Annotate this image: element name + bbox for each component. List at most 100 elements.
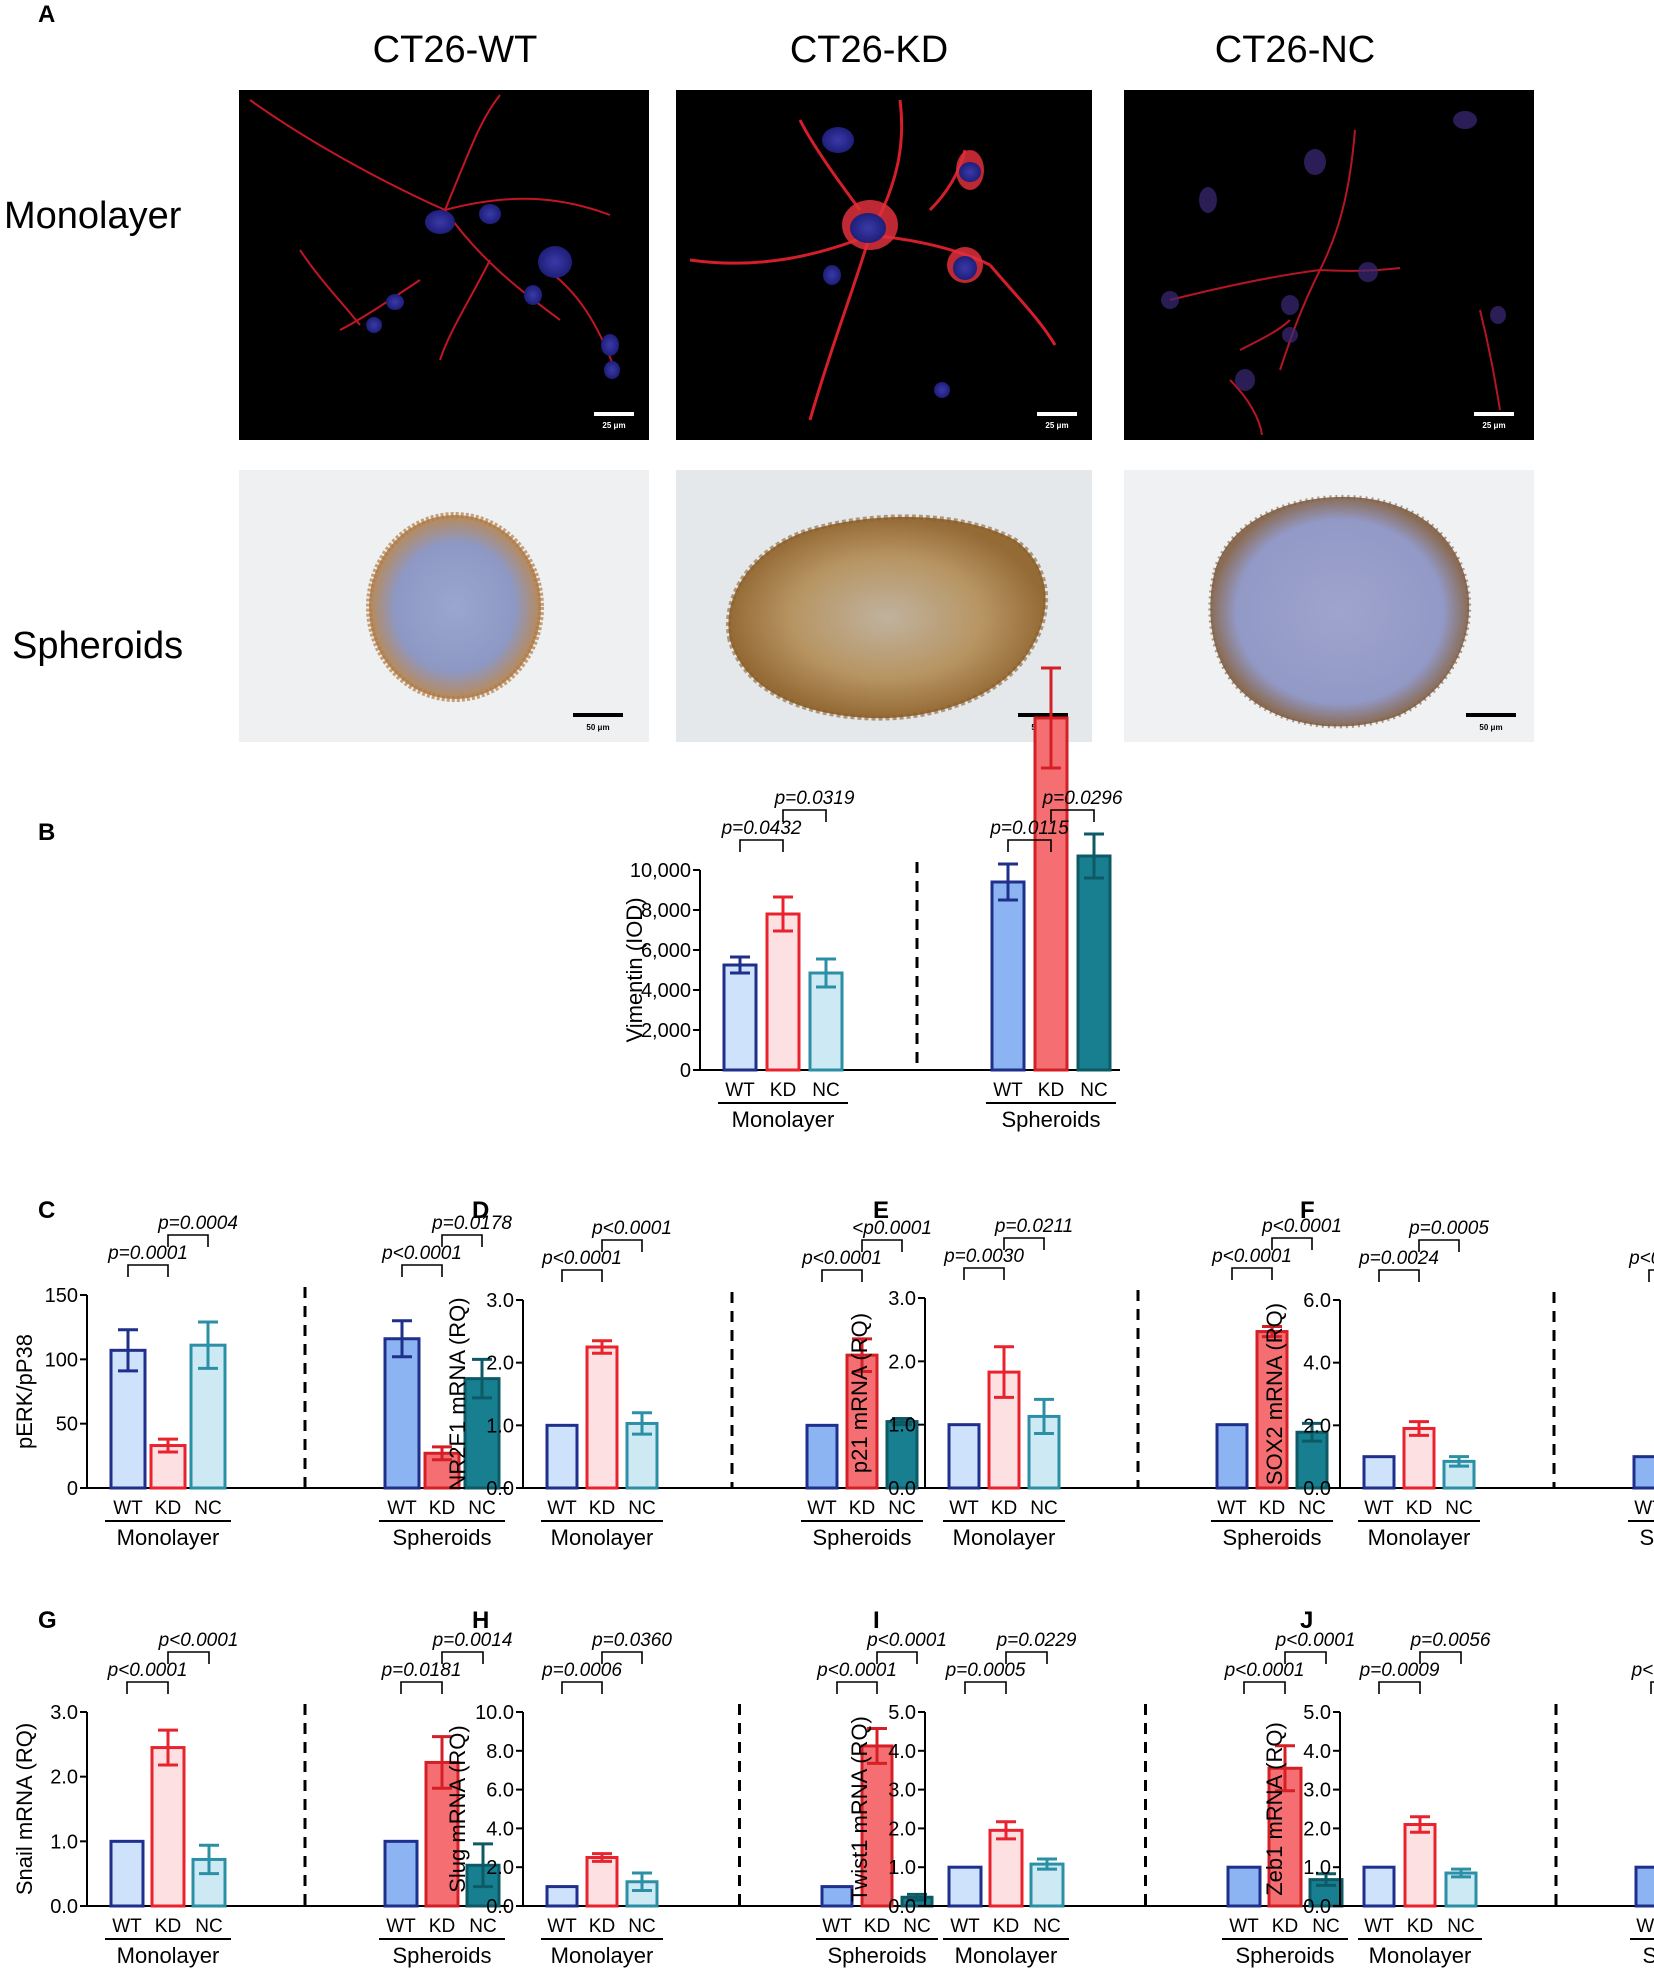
y-tick-label: 2.0 [486, 1857, 514, 1879]
group-label: Spheroids [827, 1943, 926, 1968]
p-value-label: p<0.0001 [1275, 1630, 1356, 1651]
p-value-label: p=0.0432 [721, 818, 802, 839]
p-value-label: <p0.0001 [852, 1218, 932, 1239]
panel-letter-c: C [38, 1197, 55, 1224]
x-tick-label: WT [386, 1916, 416, 1937]
x-tick-label: NC [1080, 1080, 1107, 1101]
x-tick-label: KD [429, 1916, 455, 1937]
x-tick-label: WT [950, 1916, 980, 1937]
significance-bracket [739, 839, 784, 852]
significance-bracket [441, 1651, 484, 1664]
group-label: Spheroids [392, 1943, 491, 1968]
y-tick-label: 6,000 [641, 940, 691, 962]
x-tick-label: KD [1272, 1916, 1298, 1937]
significance-bracket [127, 1264, 169, 1277]
x-tick-label: NC [1298, 1498, 1325, 1519]
y-tick-label: 3.0 [888, 1780, 916, 1802]
bar [383, 1337, 421, 1490]
y-tick-label: 1.0 [1303, 1857, 1331, 1879]
y-tick-label: 0.0 [1303, 1478, 1331, 1500]
panel-letter-h: H [472, 1607, 489, 1634]
x-tick-label: WT [1364, 1916, 1394, 1937]
x-tick-label: KD [849, 1498, 875, 1519]
x-tick-label: WT [822, 1916, 852, 1937]
bar [1226, 1865, 1262, 1908]
x-tick-label: NC [1445, 1498, 1472, 1519]
x-tick-label: NC [1033, 1916, 1060, 1937]
y-tick-label: 0.0 [50, 1896, 78, 1918]
p-value-label: p=0.0006 [541, 1660, 622, 1681]
p-value-label: p=0.0115 [989, 818, 1069, 839]
bar [885, 1420, 919, 1490]
x-tick-label: KD [1259, 1498, 1285, 1519]
group-label: Spheroids [1639, 1525, 1654, 1550]
significance-bracket [1243, 1681, 1286, 1694]
significance-bracket [1378, 1681, 1421, 1694]
bar [1402, 1426, 1436, 1490]
y-tick-label: 5.0 [888, 1702, 916, 1724]
x-tick-label: KD [1407, 1916, 1433, 1937]
panel-a-micrographs: A CT26-WT CT26-KD CT26-NC Monolayer Sphe… [4, 1, 1534, 742]
bar [1033, 716, 1069, 1072]
x-tick-label: NC [812, 1080, 839, 1101]
group-label: Monolayer [551, 1943, 654, 1968]
column-title-nc: CT26-NC [1215, 29, 1375, 71]
bar [383, 1839, 419, 1908]
x-tick-label: WT [547, 1916, 577, 1937]
group-label: Monolayer [732, 1107, 835, 1132]
x-tick-label: WT [1217, 1498, 1247, 1519]
y-tick-label: 3.0 [888, 1288, 916, 1310]
bar [545, 1885, 579, 1908]
x-tick-label: KD [770, 1080, 796, 1101]
panel-letter-g: G [38, 1607, 57, 1634]
y-tick-label: 3.0 [50, 1702, 78, 1724]
bar [947, 1865, 983, 1908]
p-value-label: p<0.0001 [1628, 1248, 1654, 1269]
bar [1027, 1414, 1061, 1490]
y-tick-label: 3.0 [1303, 1780, 1331, 1802]
x-tick-label: WT [1364, 1498, 1394, 1519]
chart-j: 0.0 1.0 2.0 3.0 4.0 5.0 Zeb1 mRNA (RQ) WT KD NC Mo… [1262, 1630, 1654, 1968]
significance-bracket [964, 1681, 1007, 1694]
scale-bar-label: 25 μm [1482, 421, 1505, 430]
chart-b: 0 2,000 4,000 6,000 8,000 10,000 Vimentin (IOD… [622, 666, 1123, 1132]
p-value-label: p=0.0360 [591, 1630, 672, 1651]
y-axis-label: Vimentin (IOD) [622, 897, 647, 1042]
x-tick-label: WT [387, 1498, 417, 1519]
y-tick-label: 1.0 [50, 1831, 78, 1853]
bar [988, 1828, 1024, 1908]
micrograph-monolayer-kd: 25 μm [676, 90, 1092, 440]
significance-bracket [1271, 1237, 1313, 1250]
chart-i: 0.0 1.0 2.0 3.0 4.0 5.0 Twist1 mRNA (RQ) WT KD NC… [847, 1630, 1355, 1968]
x-tick-label: KD [589, 1498, 615, 1519]
micrograph-monolayer-nc: 25 μm [1124, 90, 1534, 440]
p-value-label: p=0.0005 [945, 1660, 1026, 1681]
significance-bracket [601, 1651, 643, 1664]
group-label: Monolayer [1368, 1525, 1471, 1550]
y-axis-label: Snail mRNA (RQ) [12, 1723, 37, 1895]
significance-bracket [1650, 1681, 1654, 1694]
bar [947, 1423, 981, 1490]
x-tick-label: WT [949, 1498, 979, 1519]
x-tick-label: KD [589, 1916, 615, 1937]
p-value-label: p=0.0014 [432, 1630, 513, 1651]
y-axis-label: SOX2 mRNA (RQ) [1262, 1303, 1287, 1485]
significance-bracket [821, 1269, 863, 1282]
panel-letter-f: F [1300, 1197, 1315, 1224]
bar [1215, 1423, 1249, 1490]
y-tick-label: 0 [680, 1060, 691, 1082]
y-tick-label: 2,000 [641, 1020, 691, 1042]
panel-letter-d: D [472, 1197, 489, 1224]
p-value-label: p=0.0181 [381, 1660, 462, 1681]
bar [585, 1345, 619, 1490]
scale-bar-label: 25 μm [1045, 421, 1068, 430]
p-value-label: p<0.0001 [541, 1248, 622, 1269]
p-value-label: p<0.0001 [1261, 1216, 1342, 1237]
scale-bar-label: 50 μm [586, 723, 609, 732]
group-label: Monolayer [953, 1525, 1056, 1550]
panel-letter-i: I [873, 1607, 880, 1634]
bar [722, 963, 758, 1072]
y-tick-label: 4.0 [888, 1741, 916, 1763]
y-tick-label: 2.0 [888, 1818, 916, 1840]
y-tick-label: 2.0 [1303, 1818, 1331, 1840]
